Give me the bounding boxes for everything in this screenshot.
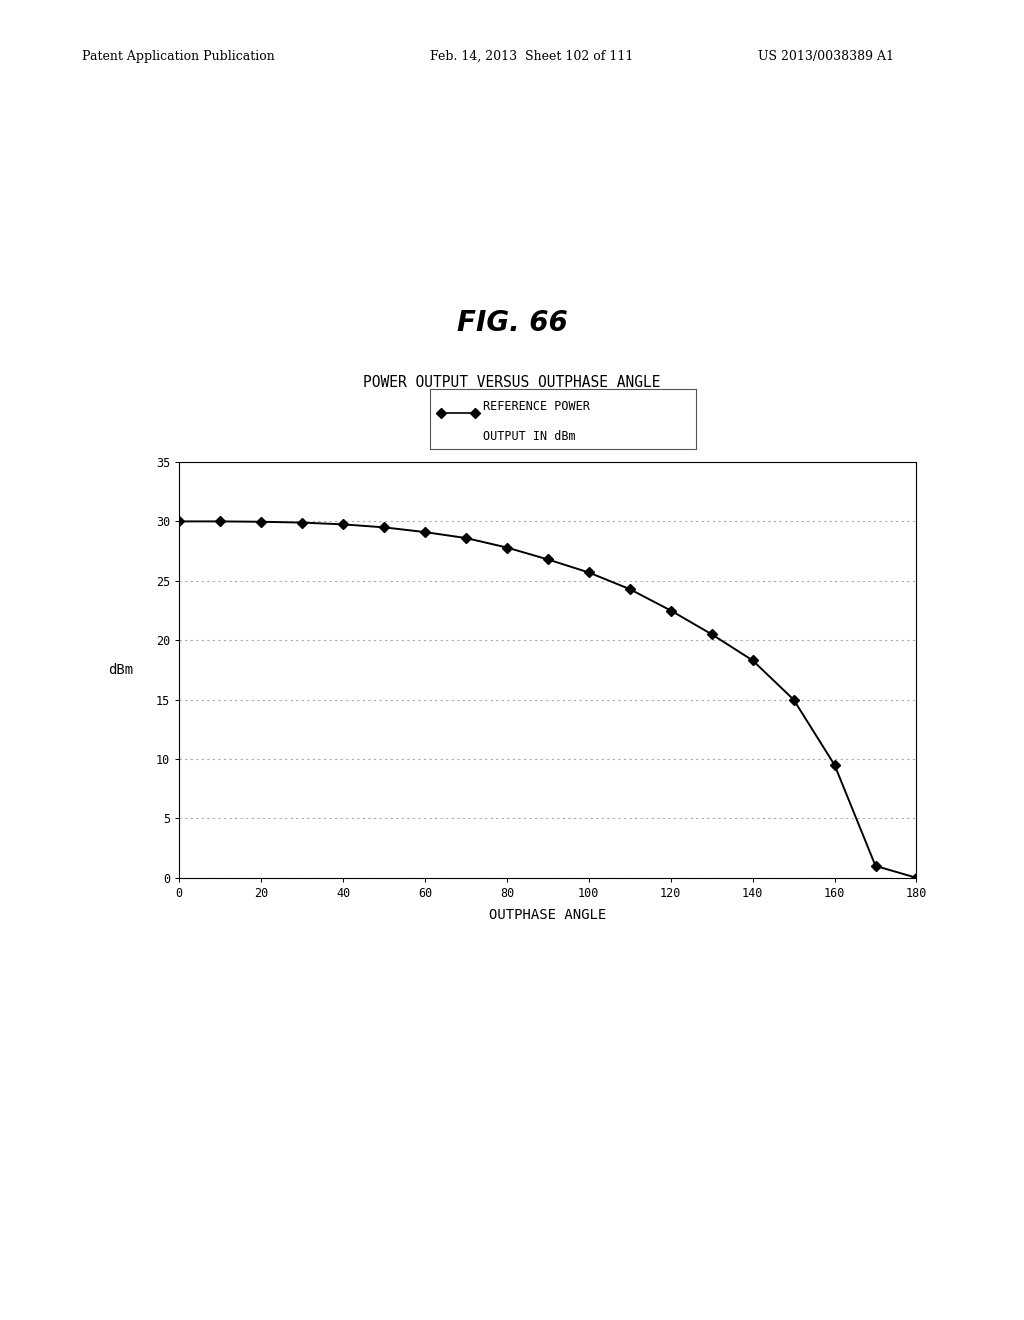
Text: FIG. 66: FIG. 66: [457, 309, 567, 338]
Text: US 2013/0038389 A1: US 2013/0038389 A1: [758, 50, 894, 63]
X-axis label: OUTPHASE ANGLE: OUTPHASE ANGLE: [489, 908, 606, 923]
Text: REFERENCE POWER: REFERENCE POWER: [483, 400, 590, 413]
Y-axis label: dBm: dBm: [108, 663, 133, 677]
Text: POWER OUTPUT VERSUS OUTPHASE ANGLE: POWER OUTPUT VERSUS OUTPHASE ANGLE: [364, 375, 660, 391]
Text: OUTPUT IN dBm: OUTPUT IN dBm: [483, 430, 575, 444]
Text: Patent Application Publication: Patent Application Publication: [82, 50, 274, 63]
Text: Feb. 14, 2013  Sheet 102 of 111: Feb. 14, 2013 Sheet 102 of 111: [430, 50, 634, 63]
